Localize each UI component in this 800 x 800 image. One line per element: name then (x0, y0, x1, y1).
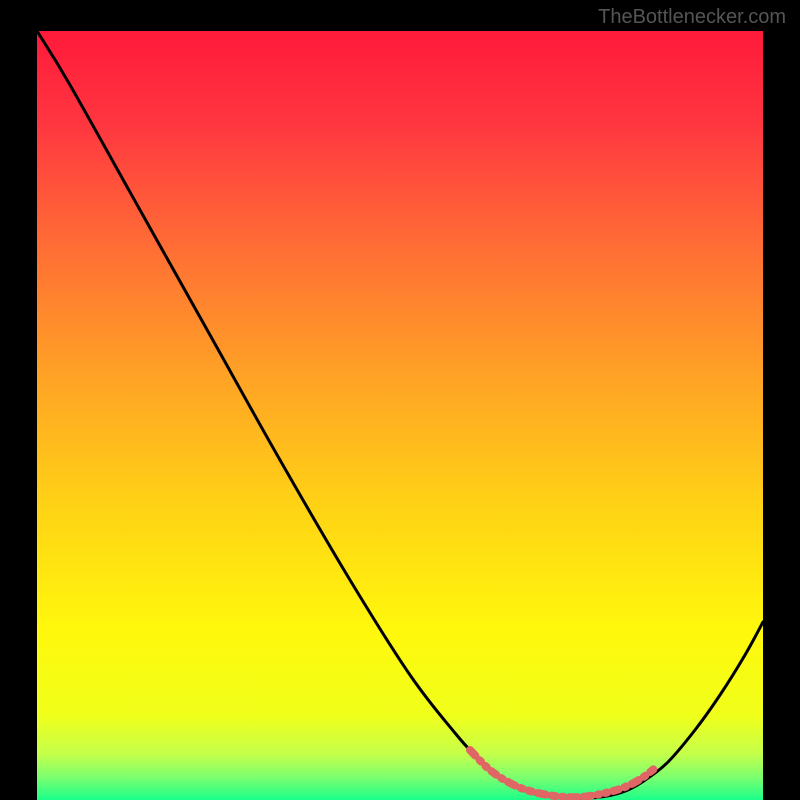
plot-area (0, 0, 800, 800)
gradient-background (37, 31, 763, 800)
watermark-text: TheBottlenecker.com (598, 6, 786, 29)
